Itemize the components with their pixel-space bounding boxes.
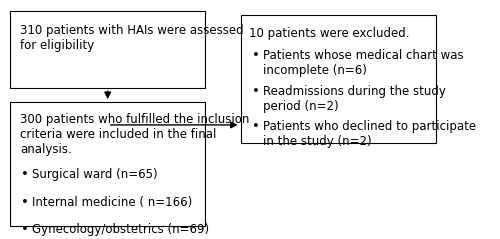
FancyBboxPatch shape — [10, 11, 205, 88]
Text: •: • — [252, 85, 260, 98]
Text: •: • — [22, 196, 29, 209]
Text: Surgical ward (n=65): Surgical ward (n=65) — [32, 168, 158, 181]
Text: •: • — [22, 168, 29, 181]
Text: Readmissions during the study
period (n=2): Readmissions during the study period (n=… — [262, 85, 446, 113]
FancyBboxPatch shape — [10, 102, 205, 226]
Text: Patients who declined to participate
in the study (n=2): Patients who declined to participate in … — [262, 120, 476, 148]
Text: •: • — [252, 49, 260, 62]
Text: •: • — [22, 223, 29, 236]
Text: Gynecology/obstetrics (n=69): Gynecology/obstetrics (n=69) — [32, 223, 210, 236]
Text: 300 patients who fulfilled the inclusion
criteria were included in the final
ana: 300 patients who fulfilled the inclusion… — [20, 114, 250, 157]
Text: Patients whose medical chart was
incomplete (n=6): Patients whose medical chart was incompl… — [262, 49, 464, 77]
Text: 10 patients were excluded.: 10 patients were excluded. — [248, 27, 409, 39]
Text: 310 patients with HAIs were assessed
for eligibility: 310 patients with HAIs were assessed for… — [20, 24, 244, 52]
FancyBboxPatch shape — [240, 15, 436, 143]
Text: Internal medicine ( n=166): Internal medicine ( n=166) — [32, 196, 192, 209]
Text: •: • — [252, 120, 260, 133]
